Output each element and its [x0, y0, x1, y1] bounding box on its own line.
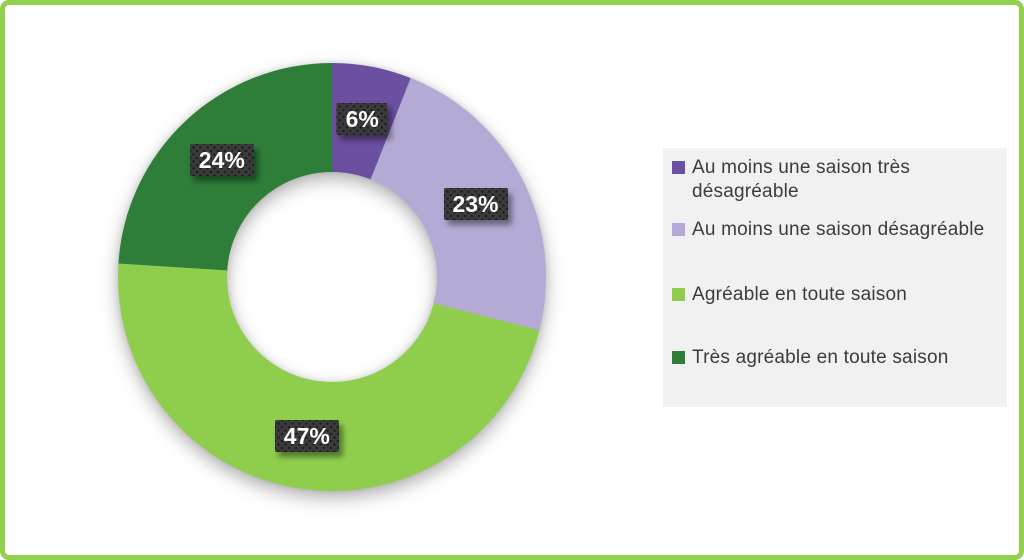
legend-item-3: Agréable en toute saison	[672, 283, 999, 307]
donut-slice-4	[118, 63, 332, 271]
legend-item-label: Au moins une saison désagréable	[692, 219, 985, 240]
donut-slice-3	[117, 263, 540, 492]
legend-swatch-icon	[672, 161, 685, 174]
legend-item-4: Très agréable en toute saison	[672, 346, 999, 370]
legend-swatch-icon	[672, 288, 685, 301]
legend-item-label: Très agréable en toute saison	[692, 347, 949, 368]
donut-slice-2	[370, 78, 547, 331]
donut-chart	[117, 63, 547, 492]
chart-legend: Au moins une saison très désagréable Au m…	[663, 148, 1007, 407]
legend-swatch-icon	[672, 223, 685, 236]
legend-item-2: Au moins une saison désagréable	[672, 218, 999, 242]
legend-swatch-icon	[672, 351, 685, 364]
legend-item-label: Au moins une saison très désagréable	[692, 157, 911, 202]
legend-item-label: Agréable en toute saison	[692, 284, 908, 305]
legend-item-1: Au moins une saison très désagréable	[672, 156, 999, 204]
